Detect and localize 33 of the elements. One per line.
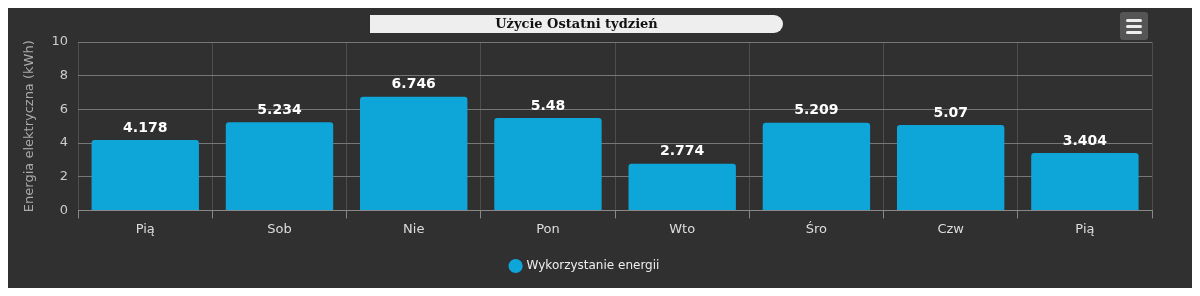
y-tick-label: 6 — [59, 100, 69, 116]
bar — [762, 122, 871, 210]
x-tick-label: Pią — [1075, 220, 1095, 236]
data-label: 2.774 — [660, 142, 705, 159]
x-tick-label: Czw — [937, 220, 965, 236]
bar — [1031, 153, 1139, 210]
data-label: 4.178 — [123, 118, 168, 135]
bar — [225, 122, 334, 210]
x-tick-label: Wto — [669, 220, 696, 236]
y-tick-label: 10 — [51, 33, 69, 49]
x-tick-label: Sob — [267, 220, 292, 236]
legend-label: Wykorzystanie energii — [526, 258, 660, 273]
y-tick-label: 2 — [59, 168, 69, 184]
x-tick-label: Pon — [536, 220, 560, 236]
bar — [628, 163, 736, 210]
x-tick-label: Nie — [403, 220, 425, 236]
x-tick-label: Śro — [805, 220, 828, 236]
y-tick-label: 4 — [59, 134, 69, 150]
y-tick-label: 0 — [59, 201, 69, 217]
chart-title: Użycie Ostatni tydzień — [370, 15, 783, 33]
data-label: 5.07 — [933, 103, 968, 120]
data-label: 3.404 — [1062, 131, 1108, 148]
data-label: 5.209 — [794, 101, 839, 118]
bar — [896, 125, 1005, 210]
data-label: 5.234 — [257, 100, 302, 117]
bar — [494, 118, 602, 210]
x-tick-label: Pią — [135, 220, 155, 236]
y-tick-label: 8 — [59, 67, 69, 83]
y-axis-title: Energia elektryczna (kWh) — [21, 40, 37, 213]
bar — [91, 140, 199, 210]
data-label: 5.48 — [530, 96, 566, 113]
bar — [360, 96, 468, 210]
data-label: 6.746 — [391, 75, 436, 92]
